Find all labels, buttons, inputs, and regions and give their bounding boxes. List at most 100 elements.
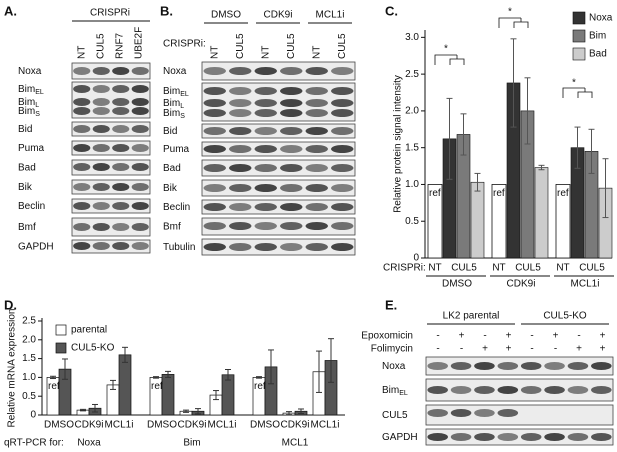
blot-band <box>305 87 328 95</box>
blot-band <box>131 85 149 93</box>
panel-label: D. <box>4 297 17 312</box>
blot-band <box>305 243 328 251</box>
blot-band <box>305 127 328 135</box>
blot-band <box>112 98 130 106</box>
significance-star: * <box>508 7 512 18</box>
blot-band <box>331 99 354 107</box>
treatment-sign: + <box>600 331 606 342</box>
blot-band <box>474 386 495 394</box>
blot-band <box>203 222 226 230</box>
y-tick-label: 0 <box>30 410 36 421</box>
label-text: Noxa <box>163 66 187 77</box>
row-header: CRISPRi: <box>163 39 206 50</box>
row-label: GAPDH <box>382 432 418 443</box>
panel-label: B. <box>160 3 173 18</box>
y-axis-label: Relative mRNA expression <box>7 309 18 428</box>
row-label: Puma <box>163 144 190 155</box>
blot-band <box>497 362 519 370</box>
blot-strip <box>71 239 151 254</box>
subcategory-label: CUL5 <box>515 263 541 274</box>
x-tick-label: DMSO <box>44 420 74 431</box>
label-text: Beclin <box>163 202 190 213</box>
x-tick-label: CDK9i <box>178 420 207 431</box>
treatment-label: Epoxomicin <box>361 331 413 342</box>
label-text: Bim <box>18 84 35 95</box>
y-tick-label: 2.5 <box>405 69 419 80</box>
row-label: Beclin <box>18 201 45 212</box>
blot-band <box>254 87 277 95</box>
blot-band <box>450 362 472 370</box>
treatment-sign: + <box>553 331 559 342</box>
label-text: Bik <box>18 182 33 193</box>
y-tick-label: 1.0 <box>405 179 419 190</box>
group-label: CUL5-KO <box>543 311 587 322</box>
label-text: Bid <box>163 126 177 137</box>
blot-strip <box>425 378 614 402</box>
blot-band <box>254 127 277 135</box>
blot-band <box>497 433 519 441</box>
label-text: Bik <box>163 183 178 194</box>
y-tick-label: 3.0 <box>405 32 419 43</box>
row-label: BimS <box>18 106 40 118</box>
blot-band <box>73 85 91 93</box>
blot-band <box>591 362 612 370</box>
y-axis-label: Relative protein signal intensity <box>393 75 404 213</box>
blot-band <box>229 99 252 107</box>
legend-label: Noxa <box>589 13 613 24</box>
x-row-label: qRT-PCR for: <box>4 438 64 449</box>
blot-band <box>229 67 252 75</box>
label-text: CUL5 <box>382 410 408 421</box>
blot-band <box>131 242 149 250</box>
group-label: MCL1 <box>282 438 309 449</box>
legend-swatch <box>55 342 67 354</box>
y-tick-label: 1.5 <box>405 142 419 153</box>
blot-band <box>92 107 110 115</box>
blot-band <box>567 433 589 441</box>
bar <box>221 374 235 416</box>
blot-band <box>112 85 130 93</box>
ref-bar <box>555 184 571 259</box>
blot-band <box>92 67 110 75</box>
label-text: Bim <box>163 86 180 97</box>
label-text: Bid <box>18 124 32 135</box>
blot-band <box>73 183 91 191</box>
blot-band <box>203 67 226 75</box>
blot-band <box>112 202 130 210</box>
treatment-sign: - <box>530 344 533 355</box>
legend-label: parental <box>71 325 107 336</box>
blot-band <box>73 202 91 210</box>
lane-label: NT <box>312 46 323 59</box>
blot-band <box>131 202 149 210</box>
blot-band <box>203 145 226 153</box>
lane-label: CUL5 <box>337 33 348 59</box>
row-label: Bik <box>163 183 178 194</box>
blot-band <box>203 184 226 192</box>
blot-band <box>92 98 110 106</box>
blot-band <box>112 163 130 171</box>
ref-label: ref <box>151 381 163 392</box>
group-label: Bim <box>183 438 200 449</box>
x-row-label: CRISPRi: <box>383 263 426 274</box>
blot-band <box>331 164 354 172</box>
blot-band <box>112 67 130 75</box>
blot-band <box>305 67 328 75</box>
lane-label: RNF7 <box>115 32 126 59</box>
treatment-sign: - <box>436 331 439 342</box>
significance-bracket <box>562 87 593 98</box>
row-label: Noxa <box>382 361 406 372</box>
blot-band <box>331 184 354 192</box>
lane-label: NT <box>210 46 221 59</box>
group-label: DMSO <box>442 279 472 290</box>
label-sub: S <box>180 113 185 120</box>
group-label: MCL1i <box>571 279 600 290</box>
blot-band <box>331 67 354 75</box>
legend-swatch <box>55 324 67 336</box>
blot-band <box>203 109 226 117</box>
lane-label: NT <box>261 46 272 59</box>
label-text: GAPDH <box>382 432 418 443</box>
label-text: Noxa <box>18 66 42 77</box>
blot-header: CRISPRi <box>90 8 130 19</box>
row-label: Bid <box>18 124 32 135</box>
row-label: Bmf <box>18 222 36 233</box>
blot-band <box>73 242 91 250</box>
